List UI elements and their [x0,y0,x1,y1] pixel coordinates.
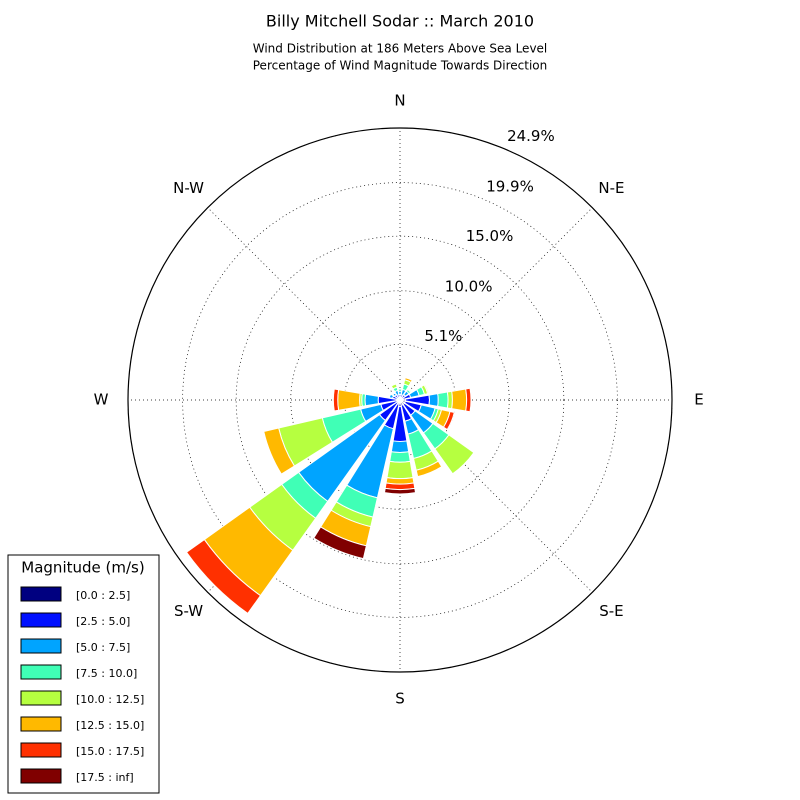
wedge [406,387,413,394]
wedge [423,383,430,395]
wedge [465,387,472,413]
angle-tick-label: W [94,391,109,409]
wedge [390,383,398,390]
angle-tick-label: N [394,92,405,110]
angle-tick-label: E [694,391,703,409]
legend-swatch [20,742,62,758]
legend-label: [2.5 : 5.0] [76,615,130,628]
wedge [389,451,411,463]
wedge [434,434,475,475]
legend-swatch [20,664,62,680]
wedge [392,392,397,397]
wedge [428,393,439,407]
wedge [185,538,262,615]
wedge [332,388,340,412]
wedge [386,460,414,480]
legend-label: [5.0 : 7.5] [76,641,130,654]
chart-subtitle: Percentage of Wind Magnitude Towards Dir… [253,59,547,73]
legend: Magnitude (m/s) [0.0 : 2.5] [2.5 : 5.0] [5.… [7,554,160,794]
polar-frame [127,127,673,673]
wedge [442,410,455,431]
r-tick-label: 19.9% [486,178,534,196]
r-tick-label: 5.1% [424,327,462,345]
legend-swatch [20,690,62,706]
legend-label: [12.5 : 15.0] [76,719,144,732]
wedge [390,440,410,453]
grid-spoke [399,207,593,401]
wedge [383,487,417,495]
wedge [404,377,413,384]
legend-swatch [20,768,62,784]
chart-subtitle: Wind Distribution at 186 Meters Above Se… [253,42,548,56]
angle-tick-label: S [395,690,405,708]
grid-ring [235,235,565,565]
wedge [337,389,361,411]
legend-swatch [20,586,62,602]
grid-spoke [399,399,593,593]
wedge [451,388,468,412]
chart-title: Billy Mitchell Sodar :: March 2010 [266,12,534,31]
angle-tick-label: S-W [174,602,203,620]
angle-tick-label: N-W [173,179,204,197]
wedge [313,526,367,560]
grid-ring [182,182,618,618]
legend-label: [7.5 : 10.0] [76,667,137,680]
wedge [397,388,403,392]
legend-swatch [20,716,62,732]
legend-title: Magnitude (m/s) [21,559,144,577]
legend-label: [0.0 : 2.5] [76,589,130,602]
legend-label: [17.5 : inf] [76,771,134,784]
r-tick-label: 10.0% [445,278,493,296]
wedge [415,460,443,478]
r-tick-label: 24.9% [507,127,555,145]
grid-spoke [207,207,401,401]
wedge [388,393,395,399]
legend-label: [15.0 : 17.5] [76,745,144,758]
legend-swatch [20,638,62,654]
grid-ring [290,290,510,510]
wedge [437,391,449,409]
wedge [263,427,296,475]
legend-swatch [20,612,62,628]
r-tick-label: 15.0% [466,227,514,245]
angle-tick-label: S-E [599,602,623,620]
legend-label: [10.0 : 12.5] [76,693,144,706]
angle-tick-label: N-E [598,179,624,197]
wedge [364,393,380,407]
